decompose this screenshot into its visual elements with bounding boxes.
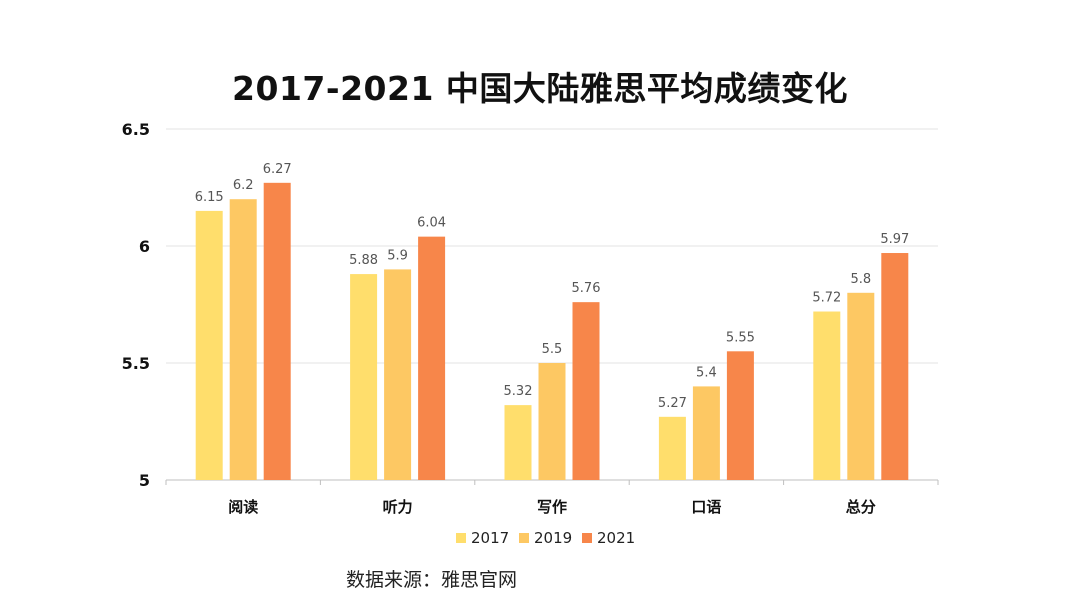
- bar: [538, 363, 566, 480]
- bar: [847, 292, 875, 480]
- data-label: 5.8: [850, 272, 871, 287]
- y-tick-label: 5.5: [122, 354, 150, 373]
- legend-swatch: [582, 533, 592, 543]
- bar: [195, 210, 223, 480]
- bar: [692, 386, 720, 480]
- data-label: 6.2: [233, 178, 254, 193]
- legend-label: 2017: [471, 529, 509, 547]
- data-source: 数据来源：雅思官网: [346, 569, 518, 591]
- data-label: 6.04: [417, 216, 446, 231]
- y-tick-label: 6.5: [122, 120, 150, 139]
- legend-swatch: [519, 533, 529, 543]
- bar: [418, 236, 446, 480]
- bar: [229, 199, 257, 480]
- legend-label: 2019: [534, 529, 572, 547]
- data-label: 5.55: [726, 330, 755, 345]
- x-tick-label: 写作: [537, 498, 567, 516]
- bar: [881, 253, 909, 480]
- bar: [384, 269, 412, 480]
- data-label: 5.4: [696, 365, 717, 380]
- data-label: 5.72: [812, 291, 841, 306]
- data-label: 6.15: [195, 190, 224, 205]
- x-tick-label: 口语: [691, 498, 721, 516]
- x-tick-label: 总分: [846, 498, 876, 516]
- bar: [726, 351, 754, 480]
- data-label: 6.27: [263, 162, 292, 177]
- x-tick-label: 阅读: [228, 498, 258, 516]
- data-label: 5.76: [572, 281, 601, 296]
- data-label: 5.9: [387, 248, 408, 263]
- data-label: 5.27: [658, 396, 687, 411]
- x-tick-label: 听力: [383, 498, 413, 516]
- bar: [504, 405, 532, 480]
- chart-title: 2017-2021 中国大陆雅思平均成绩变化: [232, 69, 848, 108]
- legend-swatch: [456, 533, 466, 543]
- bar: [263, 182, 291, 480]
- bar: [572, 302, 600, 480]
- y-tick-label: 6: [139, 237, 150, 256]
- y-tick-label: 5: [139, 471, 150, 490]
- data-label: 5.5: [542, 342, 563, 357]
- data-label: 5.97: [880, 232, 909, 247]
- data-label: 5.32: [504, 384, 533, 399]
- legend-label: 2021: [597, 529, 635, 547]
- bar: [658, 416, 686, 480]
- data-label: 5.88: [349, 253, 378, 268]
- bar: [350, 274, 378, 480]
- bar: [813, 311, 841, 480]
